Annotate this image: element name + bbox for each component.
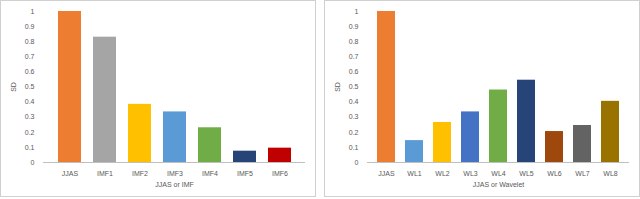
svg-text:0.6: 0.6 bbox=[25, 68, 35, 75]
svg-text:0.4: 0.4 bbox=[25, 98, 35, 105]
svg-text:WL7: WL7 bbox=[575, 170, 590, 177]
svg-text:0.9: 0.9 bbox=[25, 23, 35, 30]
svg-text:0.3: 0.3 bbox=[349, 113, 359, 120]
svg-text:0.7: 0.7 bbox=[25, 53, 35, 60]
svg-text:0.2: 0.2 bbox=[25, 129, 35, 136]
svg-text:0: 0 bbox=[31, 159, 35, 166]
svg-text:0.5: 0.5 bbox=[349, 83, 359, 90]
svg-text:WL3: WL3 bbox=[463, 170, 478, 177]
svg-text:0.8: 0.8 bbox=[25, 38, 35, 45]
svg-text:JJAS: JJAS bbox=[62, 170, 79, 177]
svg-text:IMF2: IMF2 bbox=[132, 170, 148, 177]
svg-text:1: 1 bbox=[355, 8, 359, 15]
svg-text:WL1: WL1 bbox=[407, 170, 422, 177]
svg-text:WL8: WL8 bbox=[603, 170, 618, 177]
svg-text:IMF4: IMF4 bbox=[202, 170, 218, 177]
svg-text:WL2: WL2 bbox=[435, 170, 450, 177]
svg-text:0.6: 0.6 bbox=[349, 68, 359, 75]
svg-text:JJAS or Wavelet: JJAS or Wavelet bbox=[473, 181, 525, 188]
svg-text:JJAS or IMF: JJAS or IMF bbox=[155, 181, 194, 188]
svg-text:IMF3: IMF3 bbox=[167, 170, 183, 177]
svg-text:0.2: 0.2 bbox=[349, 129, 359, 136]
svg-text:IMF6: IMF6 bbox=[272, 170, 288, 177]
svg-text:1: 1 bbox=[31, 8, 35, 15]
svg-text:WL4: WL4 bbox=[491, 170, 506, 177]
svg-text:IMF5: IMF5 bbox=[237, 170, 253, 177]
svg-text:0.3: 0.3 bbox=[25, 113, 35, 120]
svg-text:SD: SD bbox=[334, 82, 341, 92]
svg-text:WL6: WL6 bbox=[547, 170, 562, 177]
svg-text:0.1: 0.1 bbox=[25, 144, 35, 151]
svg-text:0.4: 0.4 bbox=[349, 98, 359, 105]
svg-text:0: 0 bbox=[355, 159, 359, 166]
svg-text:SD: SD bbox=[10, 82, 17, 92]
svg-text:0.1: 0.1 bbox=[349, 144, 359, 151]
svg-text:WL5: WL5 bbox=[519, 170, 534, 177]
svg-text:IMF1: IMF1 bbox=[97, 170, 113, 177]
svg-text:0.9: 0.9 bbox=[349, 23, 359, 30]
svg-text:0.8: 0.8 bbox=[349, 38, 359, 45]
svg-text:0.5: 0.5 bbox=[25, 83, 35, 90]
svg-text:JJAS: JJAS bbox=[378, 170, 395, 177]
svg-text:0.7: 0.7 bbox=[349, 53, 359, 60]
